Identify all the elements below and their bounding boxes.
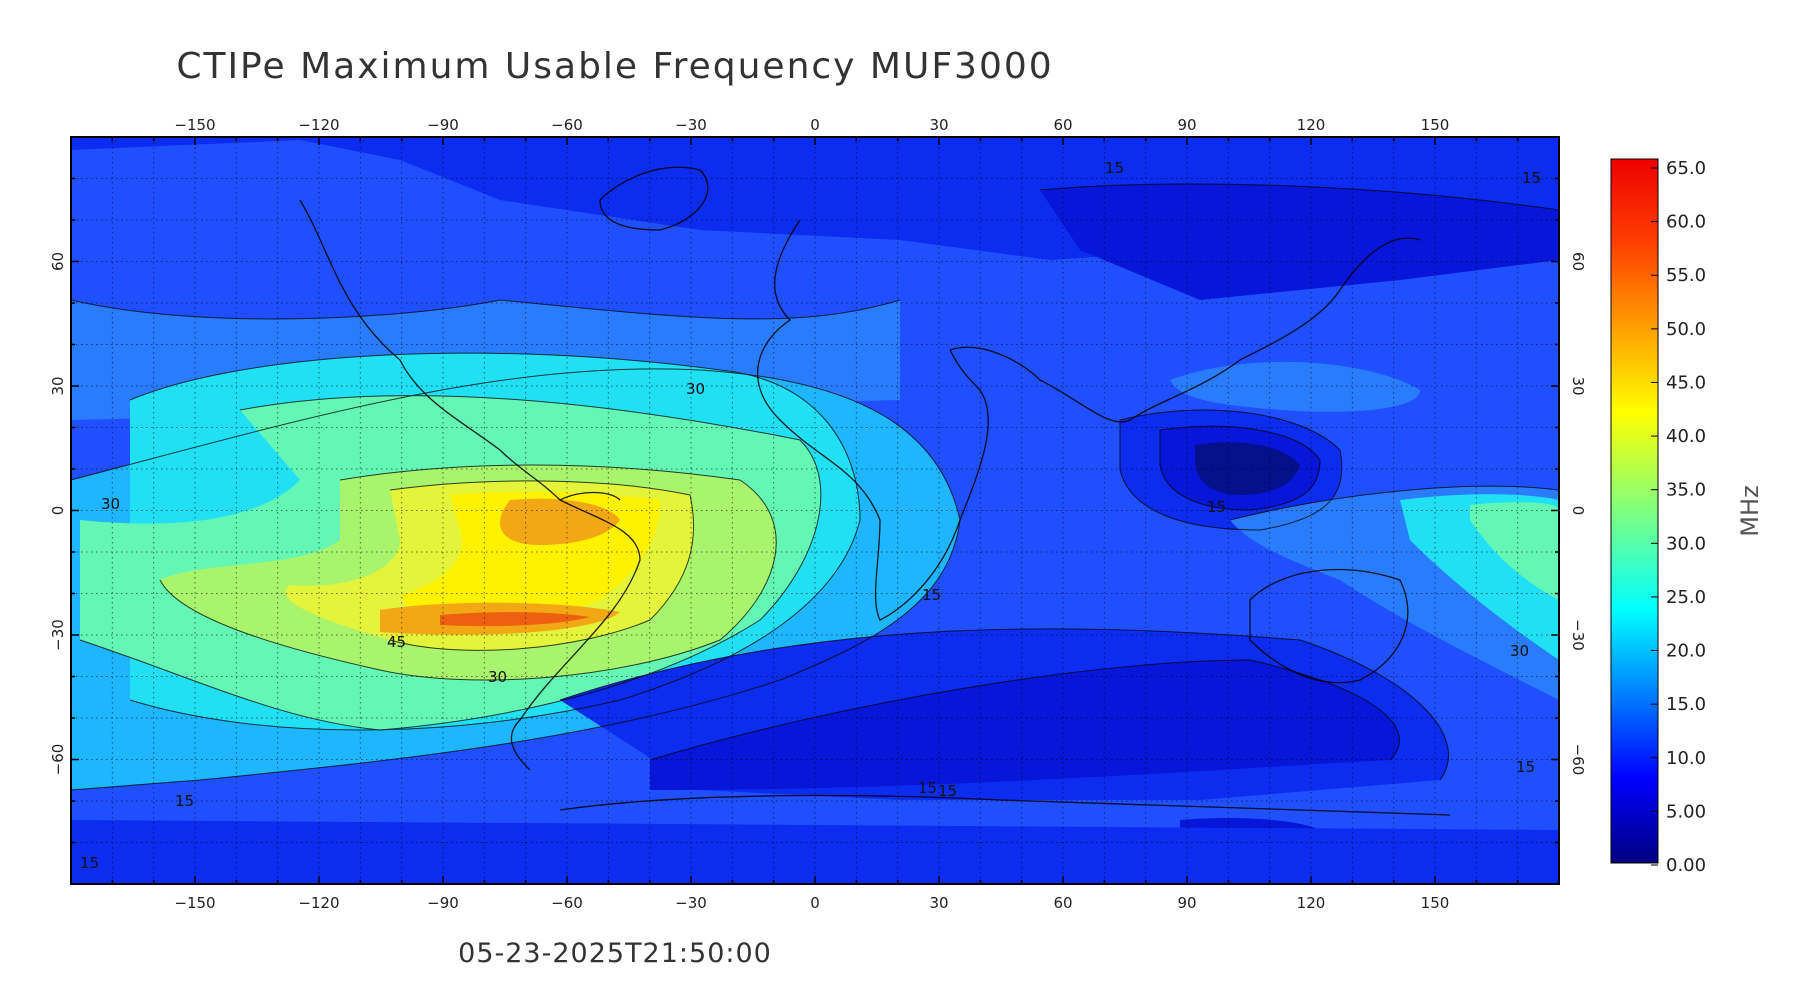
lon-tick-label-top: 60 [1053,116,1072,134]
lon-tick-label-top: −90 [427,116,459,134]
lon-tick-label-top: 150 [1421,116,1450,134]
contour-label: 30 [101,495,120,513]
colorbar-tick-label: 45.0 [1666,372,1706,393]
peak-north [500,498,620,545]
lon-tick-label-top: −60 [551,116,583,134]
colorbar-scale [1610,158,1659,864]
lon-tick-label-bottom: −30 [675,894,707,912]
colorbar-tick-label: 60.0 [1666,212,1706,233]
band-north-dark [1040,184,1559,300]
colorbar-tick-label: 5.00 [1666,801,1706,822]
contour-label: 15 [175,792,194,810]
lon-tick-label-top: 30 [929,116,948,134]
colorbar-tick-label: 25.0 [1666,587,1706,608]
chart-title: CTIPe Maximum Usable Frequency MUF3000 [176,46,1054,87]
colorbar-tick-label: 15.0 [1666,694,1706,715]
contour-label: 15 [1522,169,1541,187]
lat-tick-label-left: −60 [49,744,67,776]
lon-tick-label-bottom: −90 [427,894,459,912]
colorbar-tick-label: 20.0 [1666,641,1706,662]
grid-lines [71,137,1559,884]
contour-label: 15 [1516,758,1535,776]
colorbar: 65.0 60.0 55.0 50.0 45.0 40.0 35.0 30.0 25.0 20.0… [1610,158,1764,876]
contour-label: 15 [80,854,99,872]
contour-label: 15 [918,779,937,797]
lat-tick-label-right: 0 [1569,506,1587,516]
lon-tick-label-bottom: 0 [810,894,820,912]
japan-20-25 [1170,361,1420,412]
lat-tick-label-right: 30 [1569,376,1587,395]
lon-tick-label-bottom: −60 [551,894,583,912]
peak-core [440,612,590,627]
lon-tick-label-bottom: 150 [1421,894,1450,912]
coastlines [299,166,1451,816]
lat-tick-label-left: −30 [49,619,67,651]
contour-lines [71,183,1559,791]
pacific-30-35 [1470,502,1559,600]
lon-tick-label-bottom: 60 [1053,894,1072,912]
timestamp: 05-23-2025T21:50:00 [458,938,772,969]
colorbar-tick-label: 65.0 [1666,158,1706,179]
colorbar-tick-label: 10.0 [1666,748,1706,769]
lon-tick-label-bottom: 120 [1297,894,1326,912]
lon-tick-label-top: 120 [1297,116,1326,134]
contour-field [71,137,1559,884]
lat-tick-label-left: 60 [49,252,67,271]
contour-label: 30 [686,380,705,398]
colorbar-tick-label: 35.0 [1666,480,1706,501]
lon-tick-label-top: −30 [675,116,707,134]
lon-tick-label-bottom: 90 [1177,894,1196,912]
contour-label: 45 [387,633,406,651]
lon-tick-label-top: −120 [298,116,339,134]
lon-tick-label-top: 90 [1177,116,1196,134]
contour-label: 30 [488,668,507,686]
colorbar-tick-label: 50.0 [1666,319,1706,340]
colorbar-ticks [1651,167,1658,866]
contour-label-layer: 15 15 30 30 45 30 15 15 15 15 15 30 15 1… [80,159,1541,872]
contour-label: 30 [1510,642,1529,660]
band-south-5-10 [650,660,1400,790]
colorbar-tick-label: 30.0 [1666,533,1706,554]
lat-tick-label-right: −30 [1569,619,1587,651]
colorbar-tick-label: 55.0 [1666,265,1706,286]
contour-label: 15 [938,782,957,800]
lon-tick-label-top: 0 [810,116,820,134]
axis-ticks [71,137,1559,884]
lon-tick-label-bottom: 30 [929,894,948,912]
colorbar-tick-label: 0.00 [1666,855,1706,876]
lat-tick-label-left: 0 [49,506,67,516]
lon-tick-label-bottom: −150 [174,894,215,912]
colorbar-unit: MHz [1736,485,1764,536]
lat-tick-label-right: −60 [1569,744,1587,776]
colorbar-tick-labels: 65.0 60.0 55.0 50.0 45.0 40.0 35.0 30.0 25.0 20.0… [1666,158,1706,876]
contour-label: 15 [1207,498,1226,516]
contour-label: 15 [922,586,941,604]
lat-tick-label-left: 30 [49,376,67,395]
lat-tick-label-right: 60 [1569,252,1587,271]
lon-tick-label-bottom: −120 [298,894,339,912]
contour-label: 15 [1105,159,1124,177]
colorbar-tick-label: 40.0 [1666,426,1706,447]
lon-tick-label-top: −150 [174,116,215,134]
axis-tick-labels: −150 −150 −120 −120 −90 −90 −60 −60 −30 −30 0 0 30 30… [49,116,1587,912]
